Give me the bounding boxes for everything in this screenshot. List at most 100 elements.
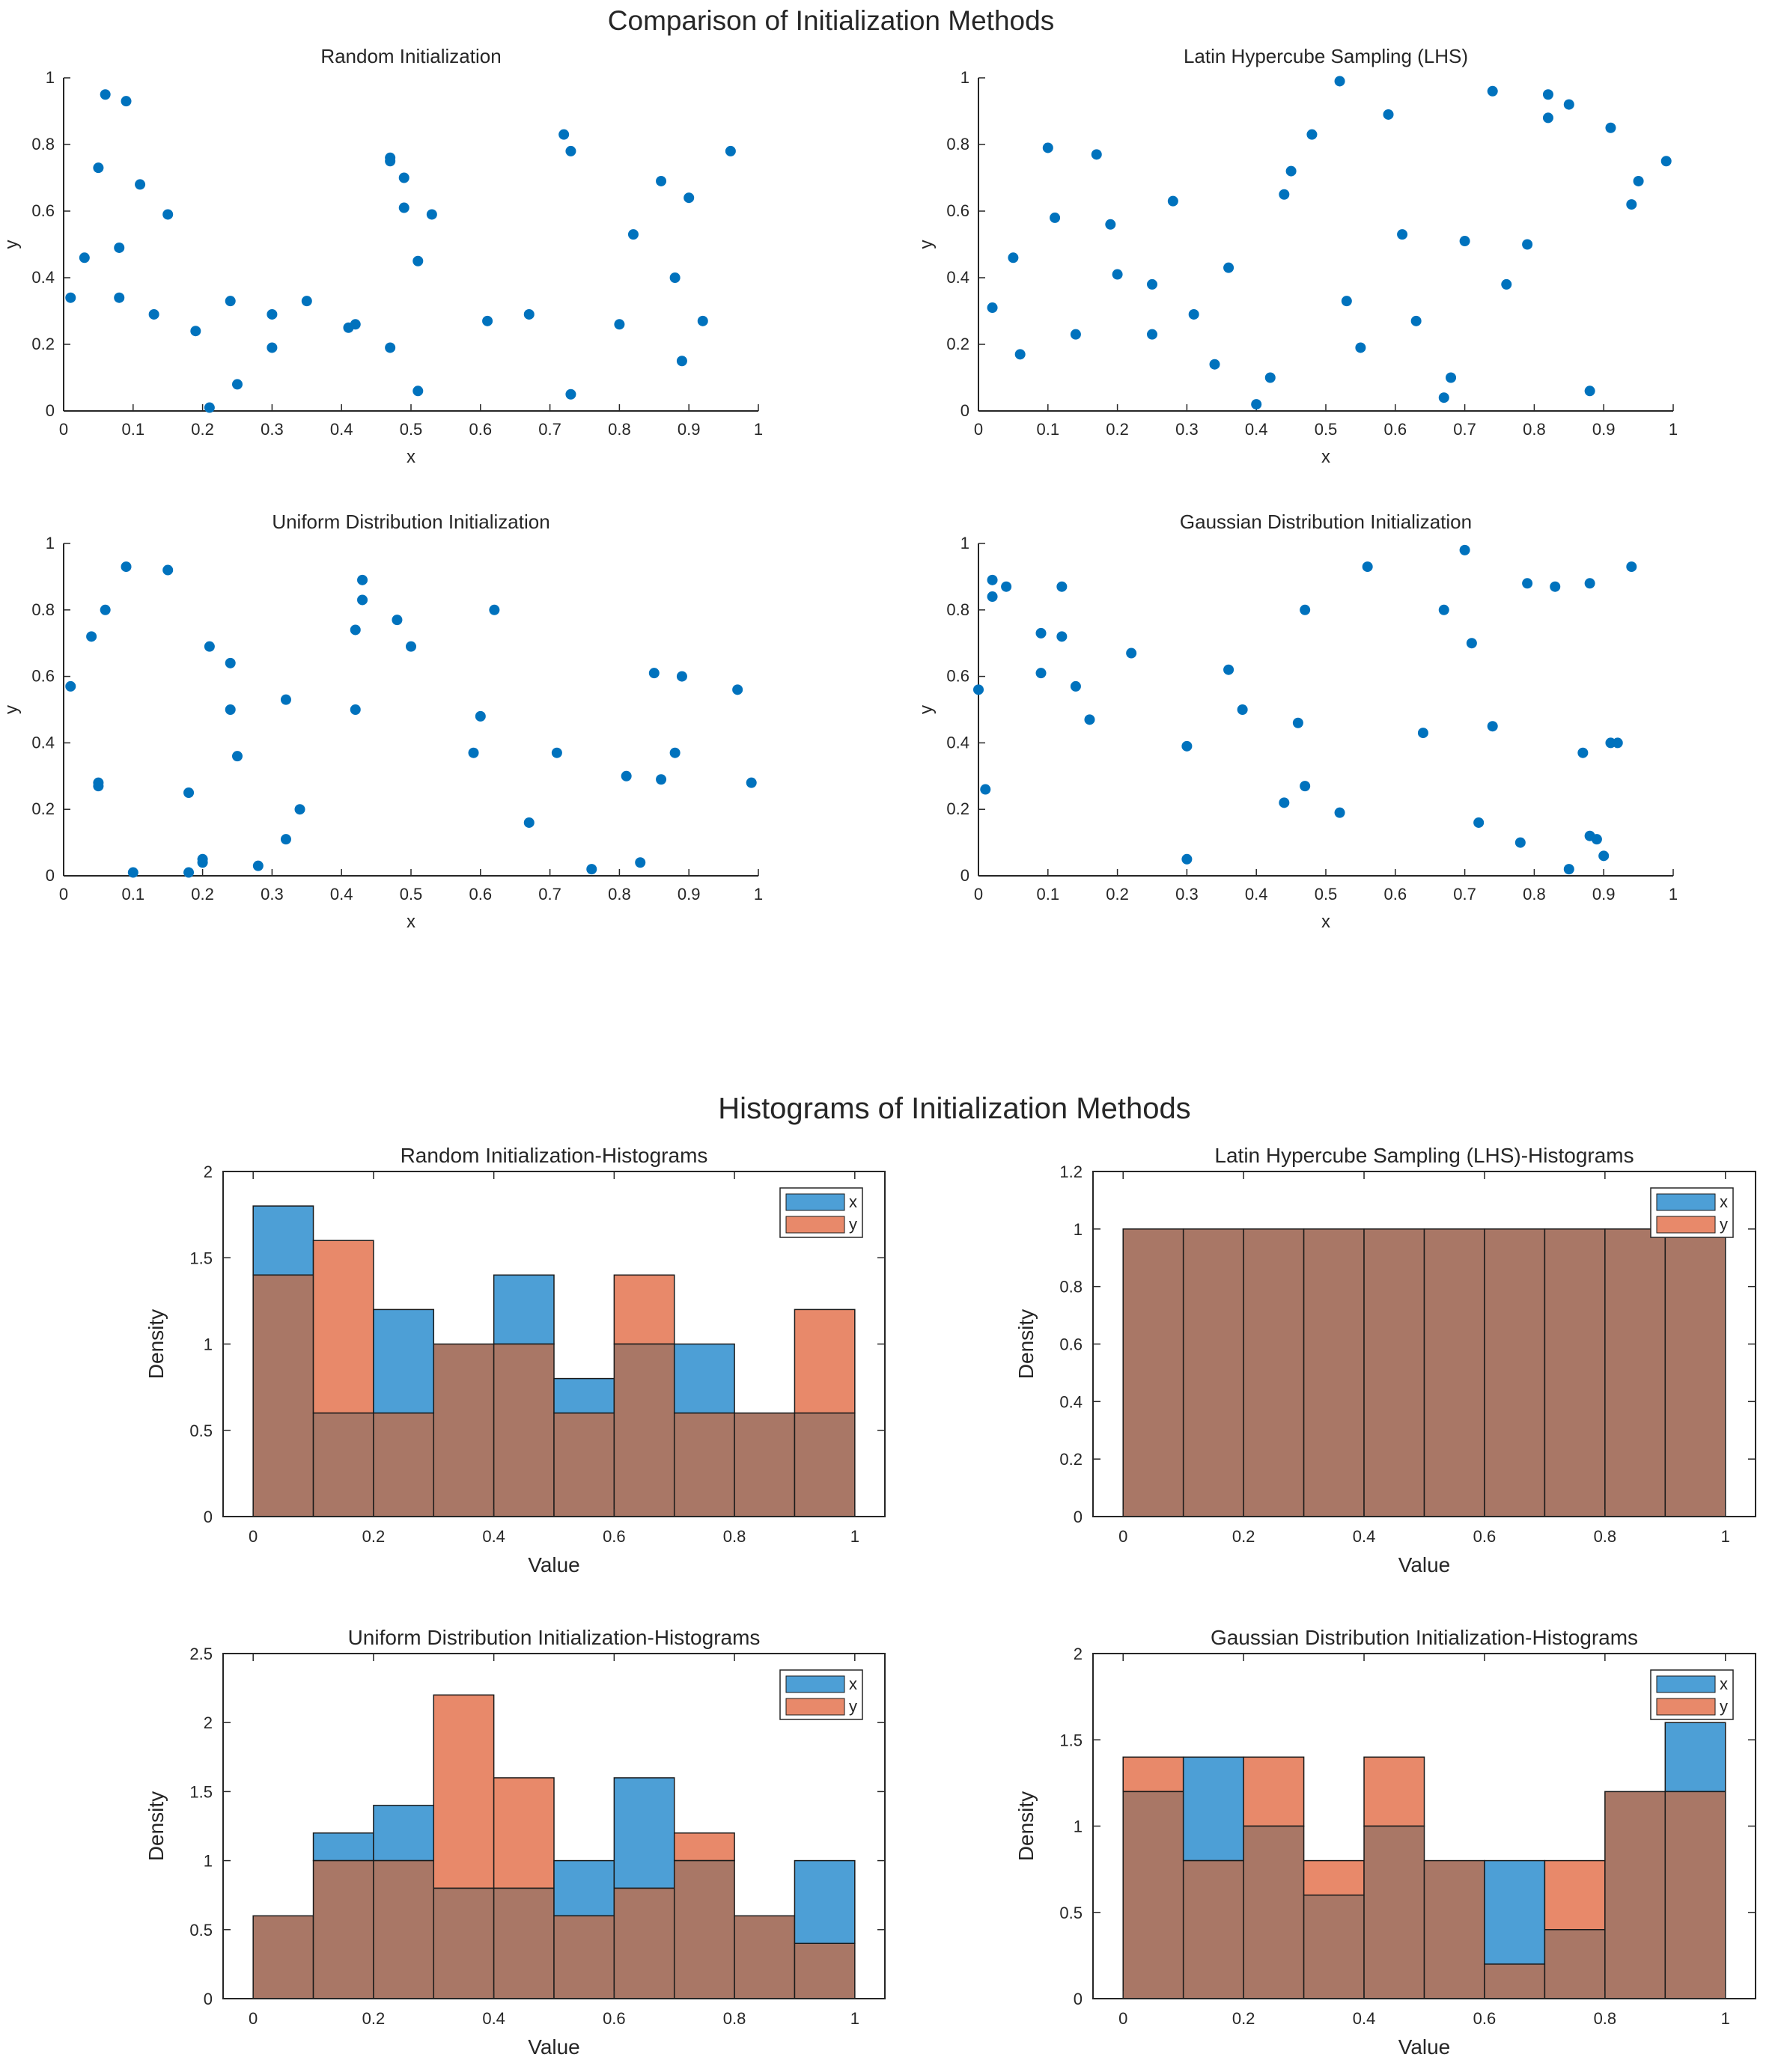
y-tick-label: 0	[204, 1990, 213, 2008]
x-tick-label: 0.1	[1037, 885, 1060, 904]
legend-label-y: y	[849, 1697, 857, 1716]
scatter-point	[204, 402, 215, 413]
scatter-point	[1223, 664, 1234, 675]
x-tick-label: 0.5	[1315, 885, 1338, 904]
histogram-bar-y	[312, 1240, 374, 1414]
scatter-point	[114, 242, 125, 253]
scatter-point	[1522, 239, 1533, 250]
y-tick-label: 0.2	[31, 335, 55, 353]
scatter-point	[1091, 149, 1102, 160]
histogram-bar-overlap	[252, 1274, 314, 1517]
y-axis-label: y	[916, 705, 937, 714]
x-tick-label: 0.6	[603, 2009, 626, 2028]
scatter-point	[301, 296, 312, 307]
scatter-point	[1084, 714, 1095, 725]
histogram-bar-overlap	[1604, 1791, 1666, 1999]
scatter-point	[1626, 561, 1637, 573]
histogram-bar-x	[493, 1274, 555, 1345]
x-tick-label: 0.4	[1353, 2009, 1376, 2028]
histogram-bar-y	[1363, 1756, 1425, 1827]
x-tick-label: 1	[754, 420, 763, 439]
chart-title: Uniform Distribution Initialization	[272, 511, 549, 533]
scatter-point	[523, 308, 535, 320]
y-tick-label: 0.6	[946, 201, 969, 220]
scatter-point	[676, 671, 687, 682]
scatter-point	[1001, 581, 1012, 592]
histogram-bar-overlap	[1363, 1228, 1425, 1517]
scatter-point	[135, 179, 146, 190]
histogram-bar-overlap	[673, 1859, 735, 1999]
scatter-point	[385, 156, 396, 167]
x-tick-label: 0.4	[330, 420, 353, 439]
scatter-point	[1237, 704, 1248, 715]
y-tick-label: 0	[960, 401, 969, 420]
scatter-point	[1126, 648, 1137, 659]
scatter-point	[1446, 372, 1457, 383]
scatter-point	[1584, 578, 1595, 589]
scatter-point	[392, 615, 403, 626]
x-tick-label: 0.4	[1245, 885, 1268, 904]
x-tick-label: 0.2	[1232, 1527, 1255, 1546]
y-axis-label: Density	[144, 1309, 168, 1379]
scatter-point	[350, 624, 361, 636]
scatter-point	[398, 172, 410, 183]
legend-swatch-y	[785, 1216, 845, 1234]
scatter-point	[148, 308, 159, 320]
y-tick-label: 1	[1074, 1220, 1083, 1239]
scatter-point	[523, 817, 535, 828]
legend-swatch-x	[1656, 1193, 1716, 1211]
y-axis-label: y	[1, 705, 22, 714]
y-axis-label: y	[916, 240, 937, 249]
histogram-bar-overlap	[1484, 1963, 1546, 1999]
y-tick-label: 0.6	[31, 667, 55, 686]
y-tick-label: 0	[204, 1508, 213, 1526]
x-tick-label: 0	[974, 885, 983, 904]
x-tick-label: 0.4	[482, 2009, 505, 2028]
y-tick-label: 1.5	[189, 1782, 213, 1801]
scatter-point	[1633, 175, 1644, 186]
scatter-point	[565, 388, 576, 400]
x-tick-label: 0.7	[538, 885, 561, 904]
scatter-point	[232, 379, 243, 390]
scatter-point	[252, 860, 264, 871]
x-tick-label: 0.8	[1594, 2009, 1617, 2028]
x-tick-label: 0.2	[191, 420, 214, 439]
scatter-point	[1056, 631, 1068, 642]
scatter-point	[1598, 850, 1610, 862]
histogram-bar-overlap	[1182, 1228, 1244, 1517]
chart-title: Latin Hypercube Sampling (LHS)-Histogram…	[1214, 1144, 1634, 1167]
scatter-point	[656, 774, 667, 785]
scatter-point	[973, 684, 984, 695]
y-tick-label: 0	[960, 866, 969, 885]
scatter-point	[1410, 315, 1422, 326]
scatter-point	[1542, 89, 1553, 100]
legend-swatch-y	[1656, 1216, 1716, 1234]
scatter-point	[385, 342, 396, 353]
histogram-bar-overlap	[794, 1942, 856, 1999]
x-tick-label: 0.2	[362, 2009, 386, 2028]
histogram-bar-overlap	[1122, 1228, 1184, 1517]
y-tick-label: 0.8	[1059, 1278, 1083, 1296]
histogram-bar-overlap	[1363, 1825, 1425, 1999]
x-tick-label: 0.8	[608, 885, 631, 904]
histogram-bar-overlap	[1604, 1228, 1666, 1517]
scatter-point	[1300, 781, 1311, 792]
scatter-point	[1300, 604, 1311, 615]
histogram-bar-overlap	[433, 1343, 495, 1517]
scatter-point	[1035, 627, 1047, 639]
histogram-bar-overlap	[613, 1887, 675, 1999]
x-tick-label: 0.2	[1106, 420, 1129, 439]
legend-swatch-x	[785, 1193, 845, 1211]
x-tick-label: 0.2	[362, 1527, 386, 1546]
x-tick-label: 0.1	[122, 420, 145, 439]
histogram-bar-overlap	[373, 1859, 435, 1999]
scatter-point	[746, 777, 757, 788]
legend-swatch-x	[1656, 1675, 1716, 1693]
scatter-point	[1112, 269, 1123, 280]
scatter-point	[1008, 252, 1019, 263]
scatter-point	[1167, 195, 1178, 207]
x-tick-label: 0.6	[1473, 2009, 1497, 2028]
histogram-bar-x	[673, 1343, 735, 1414]
y-tick-label: 0	[1074, 1990, 1083, 2008]
histogram-bar-overlap	[673, 1412, 735, 1517]
